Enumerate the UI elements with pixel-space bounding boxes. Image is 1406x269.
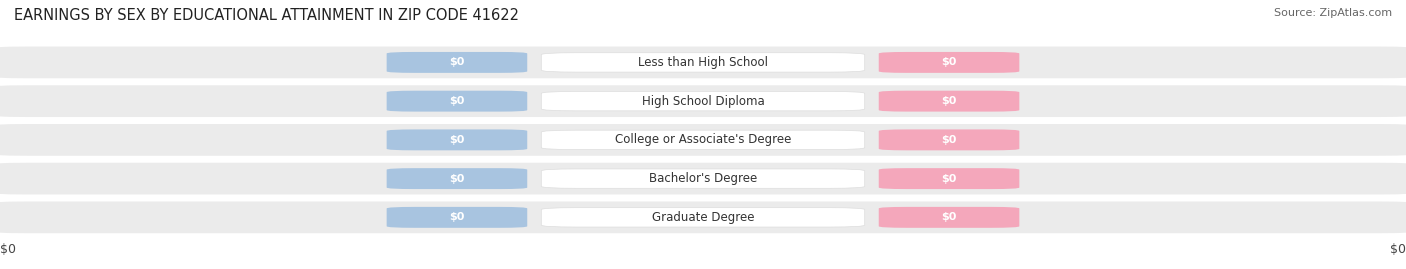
FancyBboxPatch shape bbox=[541, 91, 865, 111]
Text: $0: $0 bbox=[0, 243, 15, 256]
Text: $0: $0 bbox=[942, 212, 956, 222]
Text: $0: $0 bbox=[942, 96, 956, 106]
Text: Less than High School: Less than High School bbox=[638, 56, 768, 69]
FancyBboxPatch shape bbox=[0, 85, 1406, 117]
Text: EARNINGS BY SEX BY EDUCATIONAL ATTAINMENT IN ZIP CODE 41622: EARNINGS BY SEX BY EDUCATIONAL ATTAINMEN… bbox=[14, 8, 519, 23]
FancyBboxPatch shape bbox=[879, 91, 1019, 112]
Text: $0: $0 bbox=[450, 96, 464, 106]
Text: Source: ZipAtlas.com: Source: ZipAtlas.com bbox=[1274, 8, 1392, 18]
Text: $0: $0 bbox=[942, 135, 956, 145]
FancyBboxPatch shape bbox=[879, 129, 1019, 150]
Text: College or Associate's Degree: College or Associate's Degree bbox=[614, 133, 792, 146]
FancyBboxPatch shape bbox=[387, 168, 527, 189]
FancyBboxPatch shape bbox=[0, 47, 1406, 78]
FancyBboxPatch shape bbox=[879, 52, 1019, 73]
FancyBboxPatch shape bbox=[879, 168, 1019, 189]
FancyBboxPatch shape bbox=[387, 129, 527, 150]
FancyBboxPatch shape bbox=[387, 91, 527, 112]
FancyBboxPatch shape bbox=[541, 130, 865, 150]
Text: $0: $0 bbox=[942, 57, 956, 68]
FancyBboxPatch shape bbox=[0, 201, 1406, 233]
FancyBboxPatch shape bbox=[541, 53, 865, 72]
Text: $0: $0 bbox=[1391, 243, 1406, 256]
FancyBboxPatch shape bbox=[0, 163, 1406, 194]
Text: $0: $0 bbox=[450, 57, 464, 68]
Text: Graduate Degree: Graduate Degree bbox=[652, 211, 754, 224]
FancyBboxPatch shape bbox=[387, 207, 527, 228]
Text: $0: $0 bbox=[450, 212, 464, 222]
Text: $0: $0 bbox=[450, 174, 464, 184]
FancyBboxPatch shape bbox=[541, 169, 865, 188]
FancyBboxPatch shape bbox=[541, 208, 865, 227]
Text: Bachelor's Degree: Bachelor's Degree bbox=[650, 172, 756, 185]
Text: $0: $0 bbox=[450, 135, 464, 145]
FancyBboxPatch shape bbox=[0, 124, 1406, 156]
Text: High School Diploma: High School Diploma bbox=[641, 95, 765, 108]
Text: $0: $0 bbox=[942, 174, 956, 184]
FancyBboxPatch shape bbox=[387, 52, 527, 73]
FancyBboxPatch shape bbox=[879, 207, 1019, 228]
